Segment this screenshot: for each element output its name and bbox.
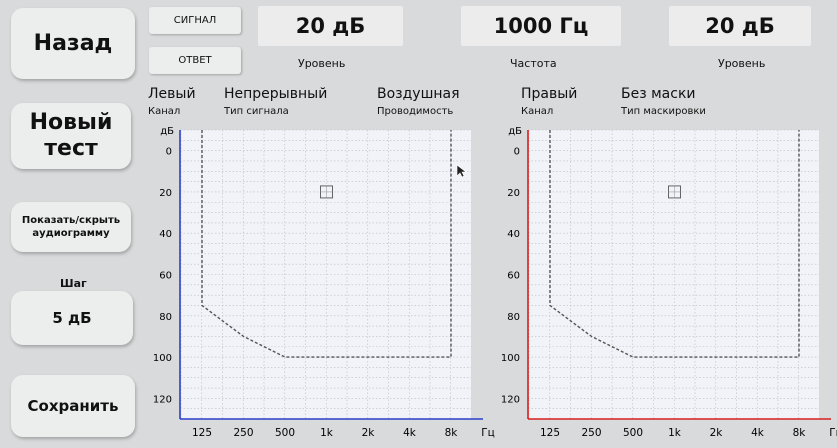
- left-audiogram[interactable]: дБ 0 20 40 60 80 100 120 125 250 500 1k 2k 4k 8k Гц: [140, 120, 495, 445]
- back-button[interactable]: Назад: [11, 8, 135, 79]
- y-tick-label: 80: [507, 312, 520, 323]
- conduction-caption: Проводимость: [377, 106, 454, 117]
- signal-type-value: Непрерывный: [224, 86, 328, 102]
- signal-type-caption: Тип сигнала: [224, 106, 289, 117]
- mouse-pointer-icon: [456, 164, 467, 178]
- conduction-value: Воздушная: [377, 86, 460, 102]
- y-tick-label: 0: [514, 147, 520, 158]
- y-tick-label: 100: [501, 353, 520, 364]
- left-level-value: 20 дБ: [295, 14, 366, 38]
- frequency-display: 1000 Гц: [461, 6, 621, 46]
- x-tick-label: 125: [192, 427, 212, 439]
- right-level-caption: Уровень: [718, 57, 766, 70]
- masking-caption: Тип маскировки: [621, 106, 706, 117]
- x-tick-label: 250: [233, 427, 253, 439]
- save-button-label: Сохранить: [27, 397, 119, 415]
- x-tick-label: 500: [623, 427, 643, 439]
- step-caption: Шаг: [60, 277, 87, 290]
- back-button-label: Назад: [33, 31, 113, 56]
- new-test-label-line1: Новый: [29, 110, 113, 135]
- y-tick-label: 20: [507, 188, 520, 199]
- y-axis-unit-label: дБ: [160, 126, 174, 137]
- masking-value: Без маски: [621, 86, 696, 102]
- new-test-button[interactable]: Новый тест: [11, 103, 131, 169]
- y-tick-label: 60: [507, 271, 520, 282]
- y-tick-label: 0: [166, 147, 172, 158]
- frequency-caption: Частота: [510, 57, 557, 70]
- y-tick-label: 120: [153, 394, 172, 405]
- step-button[interactable]: 5 дБ: [11, 291, 133, 345]
- x-tick-label: 250: [581, 427, 601, 439]
- right-channel-caption: Канал: [521, 106, 554, 117]
- x-tick-label: 500: [275, 427, 295, 439]
- plot-area: [180, 130, 471, 419]
- left-level-caption: Уровень: [298, 57, 346, 70]
- frequency-value: 1000 Гц: [493, 14, 589, 38]
- right-level-display: 20 дБ: [669, 6, 811, 46]
- response-label: ОТВЕТ: [178, 55, 212, 66]
- right-channel-value: Правый: [521, 86, 578, 102]
- x-tick-label: 1k: [320, 427, 334, 439]
- left-level-display: 20 дБ: [258, 6, 403, 46]
- x-axis-unit-label: Гц: [481, 427, 495, 439]
- y-tick-label: 60: [159, 271, 172, 282]
- right-level-value: 20 дБ: [705, 14, 775, 38]
- x-tick-label: 8k: [445, 427, 459, 439]
- x-tick-label: 125: [540, 427, 560, 439]
- toggle-audiogram-label-line2: аудиограмму: [32, 228, 110, 239]
- response-button[interactable]: ОТВЕТ: [149, 47, 241, 74]
- save-button[interactable]: Сохранить: [11, 375, 135, 437]
- y-tick-label: 40: [507, 229, 520, 240]
- new-test-label-line2: тест: [44, 136, 98, 161]
- toggle-audiogram-button[interactable]: Показать/скрыть аудиограмму: [11, 202, 131, 252]
- x-tick-label: 4k: [751, 427, 765, 439]
- right-audiogram[interactable]: дБ 0 20 40 60 80 100 120 125 250 500 1k 2k 4k 8k Гц: [488, 120, 837, 445]
- y-tick-label: 80: [159, 312, 172, 323]
- x-tick-label: 8k: [793, 427, 807, 439]
- left-channel-value: Левый: [148, 86, 196, 102]
- limit-outline-line: [201, 130, 452, 358]
- x-tick-label: 4k: [403, 427, 417, 439]
- x-tick-label: 2k: [710, 427, 724, 439]
- y-tick-label: 120: [501, 394, 520, 405]
- x-tick-label: 1k: [668, 427, 682, 439]
- plot-area: [528, 130, 819, 419]
- toggle-audiogram-label-line1: Показать/скрыть: [21, 215, 121, 226]
- limit-outline-line: [549, 130, 800, 358]
- step-value: 5 дБ: [52, 309, 92, 327]
- y-tick-label: 20: [159, 188, 172, 199]
- x-axis-unit-label: Гц: [829, 427, 837, 439]
- signal-label: СИГНАЛ: [173, 15, 217, 26]
- signal-button[interactable]: СИГНАЛ: [149, 7, 241, 34]
- left-channel-caption: Канал: [148, 106, 181, 117]
- y-tick-label: 100: [153, 353, 172, 364]
- y-tick-label: 40: [159, 229, 172, 240]
- y-axis-unit-label: дБ: [508, 126, 522, 137]
- x-tick-label: 2k: [362, 427, 376, 439]
